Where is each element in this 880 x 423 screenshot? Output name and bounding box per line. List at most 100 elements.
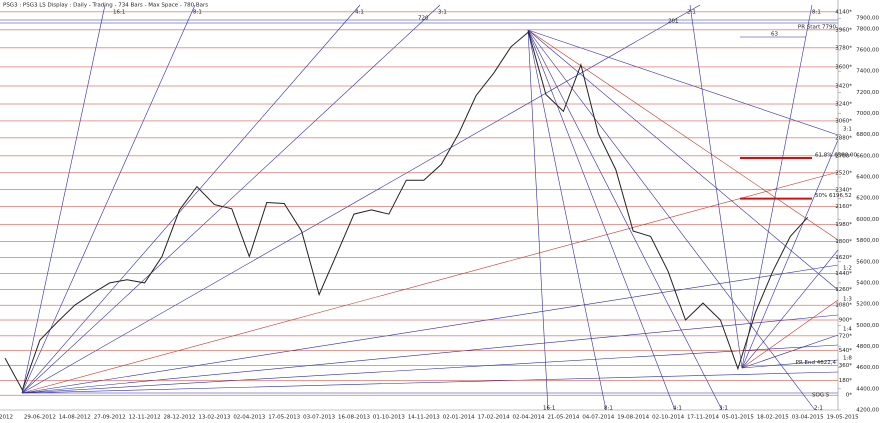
gann-level-label: 1620*: [835, 255, 852, 261]
y-tick-label: 7400,00: [856, 69, 879, 75]
gann-level-label: 0*: [846, 393, 852, 399]
y-tick-label: 7800,00: [856, 26, 879, 32]
fan-label: 2:1: [687, 10, 696, 16]
fan-line: [21, 171, 839, 394]
fan-line: [527, 29, 549, 411]
fan-line: [527, 29, 676, 411]
fan-line: [21, 344, 839, 394]
fan-label: 8:1: [193, 10, 202, 16]
fan-label: 4:1: [355, 10, 364, 16]
gann-level-label: 3960*: [835, 27, 852, 33]
x-tick-label: 14-11-2013: [408, 415, 440, 421]
gann-level-label: 1260*: [835, 287, 852, 293]
x-tick-label: 12-11-2012: [129, 415, 161, 421]
gann-level-label: 4140*: [835, 9, 852, 15]
x-tick-label: -2012: [0, 415, 13, 421]
gann-level-label: 360*: [839, 363, 852, 369]
fan-line: [21, 4, 441, 394]
fan-line: [741, 359, 839, 369]
y-tick-label: 6400,00: [856, 175, 879, 181]
gann-level-label: 2520*: [835, 170, 852, 176]
y-tick-label: 6800,00: [856, 132, 879, 138]
annotation: PR Start 7790: [798, 24, 837, 30]
y-tick-label: 5400,00: [856, 280, 879, 286]
annotation: 61,8% 6580,00: [815, 153, 857, 159]
y-tick-label: 7000,00: [856, 111, 879, 117]
y-tick-label: 6600,00: [856, 153, 879, 159]
fan-line: [527, 29, 839, 291]
fan-line: [741, 334, 839, 369]
gann-level-label: 3060*: [835, 118, 852, 124]
x-tick-label: 18-02-2015: [757, 415, 789, 421]
fan-line: [527, 29, 839, 241]
fan-line: [21, 314, 839, 394]
y-tick-label: 4800,00: [856, 344, 879, 350]
x-tick-label: 29-06-2012: [24, 415, 56, 421]
x-tick-label: 02-01-2014: [443, 415, 475, 421]
y-tick-label: 5800,00: [856, 238, 879, 244]
fan-line: [527, 29, 607, 411]
fan-line: [527, 29, 816, 411]
y-tick-label: 4600,00: [856, 365, 879, 371]
fan-label: 1:4: [843, 327, 852, 333]
x-tick-label: 05-01-2015: [722, 415, 754, 421]
fan-line: [527, 29, 839, 136]
gann-level-label: 3780*: [835, 45, 852, 51]
gann-level-label: 2340*: [835, 187, 852, 193]
y-tick-label: 6200,00: [856, 196, 879, 202]
gann-level-label: 1800*: [835, 239, 852, 245]
fan-line: [21, 371, 839, 394]
fan-line: [741, 249, 839, 369]
fan-label: 16:1: [543, 406, 555, 412]
gann-level-label: 180*: [839, 378, 852, 384]
fan-line: [741, 299, 839, 369]
fan-label: 1:2: [843, 266, 852, 272]
price-line: [4, 31, 809, 392]
x-tick-label: 03-04-2015: [792, 415, 824, 421]
gann-level-label: 1440*: [835, 271, 852, 277]
x-tick-label: 03-07-2013: [303, 415, 335, 421]
x-tick-label: 02-04-2014: [513, 415, 545, 421]
y-tick-label: 7600,00: [856, 48, 879, 54]
fan-label: 201: [668, 19, 679, 25]
y-tick-label: 5600,00: [856, 259, 879, 265]
y-tick-label: 4200,00: [856, 408, 879, 414]
gann-level-label: 3240*: [835, 102, 852, 108]
fan-label: 16:1: [113, 10, 125, 16]
fan-label: SOG 5: [812, 393, 830, 399]
fan-label: 8:1: [604, 406, 613, 412]
y-tick-label: 7900,00: [856, 16, 879, 22]
y-tick-label: 4400,00: [856, 386, 879, 392]
x-tick-label: 16-08-2013: [338, 415, 370, 421]
x-tick-label: 28-12-2012: [164, 415, 196, 421]
gann-level-label: 3420*: [835, 84, 852, 90]
fan-line: [527, 29, 723, 411]
fan-label: 1:8: [843, 356, 852, 362]
fan-label: 2:1: [814, 406, 823, 412]
gann-level-label: 2700*: [835, 153, 852, 159]
annotation: PR End 4622,4: [796, 360, 837, 366]
fan-label: 1:3: [843, 297, 852, 303]
x-tick-label: 14-08-2012: [59, 415, 91, 421]
fan-line: [689, 4, 743, 369]
x-tick-label: 04-07-2014: [582, 415, 614, 421]
x-tick-label: 17-02-2014: [478, 415, 510, 421]
gann-level-label: 720*: [839, 333, 852, 339]
x-tick-label: 02-10-2014: [652, 415, 684, 421]
gann-level-label: 2160*: [835, 204, 852, 210]
x-tick-label: 19-05-2015: [827, 415, 859, 421]
fan-line: [21, 4, 106, 394]
fan-labels: 16:1 8:1 4:1 3:1 720 2:1 201 8:1 63 16:1…: [113, 10, 852, 412]
y-tick-label: 6000,00: [856, 217, 879, 223]
y-tick-label: 7200,00: [856, 90, 879, 96]
fan-label: 720: [418, 16, 429, 22]
gann-level-label: 2880*: [835, 135, 852, 141]
fan-line: [741, 4, 813, 369]
fan-label: 3:1: [719, 406, 728, 412]
x-tick-label: 13-02-2013: [198, 415, 230, 421]
gann-level-label: 900*: [839, 318, 852, 324]
fan-line: [741, 139, 839, 369]
